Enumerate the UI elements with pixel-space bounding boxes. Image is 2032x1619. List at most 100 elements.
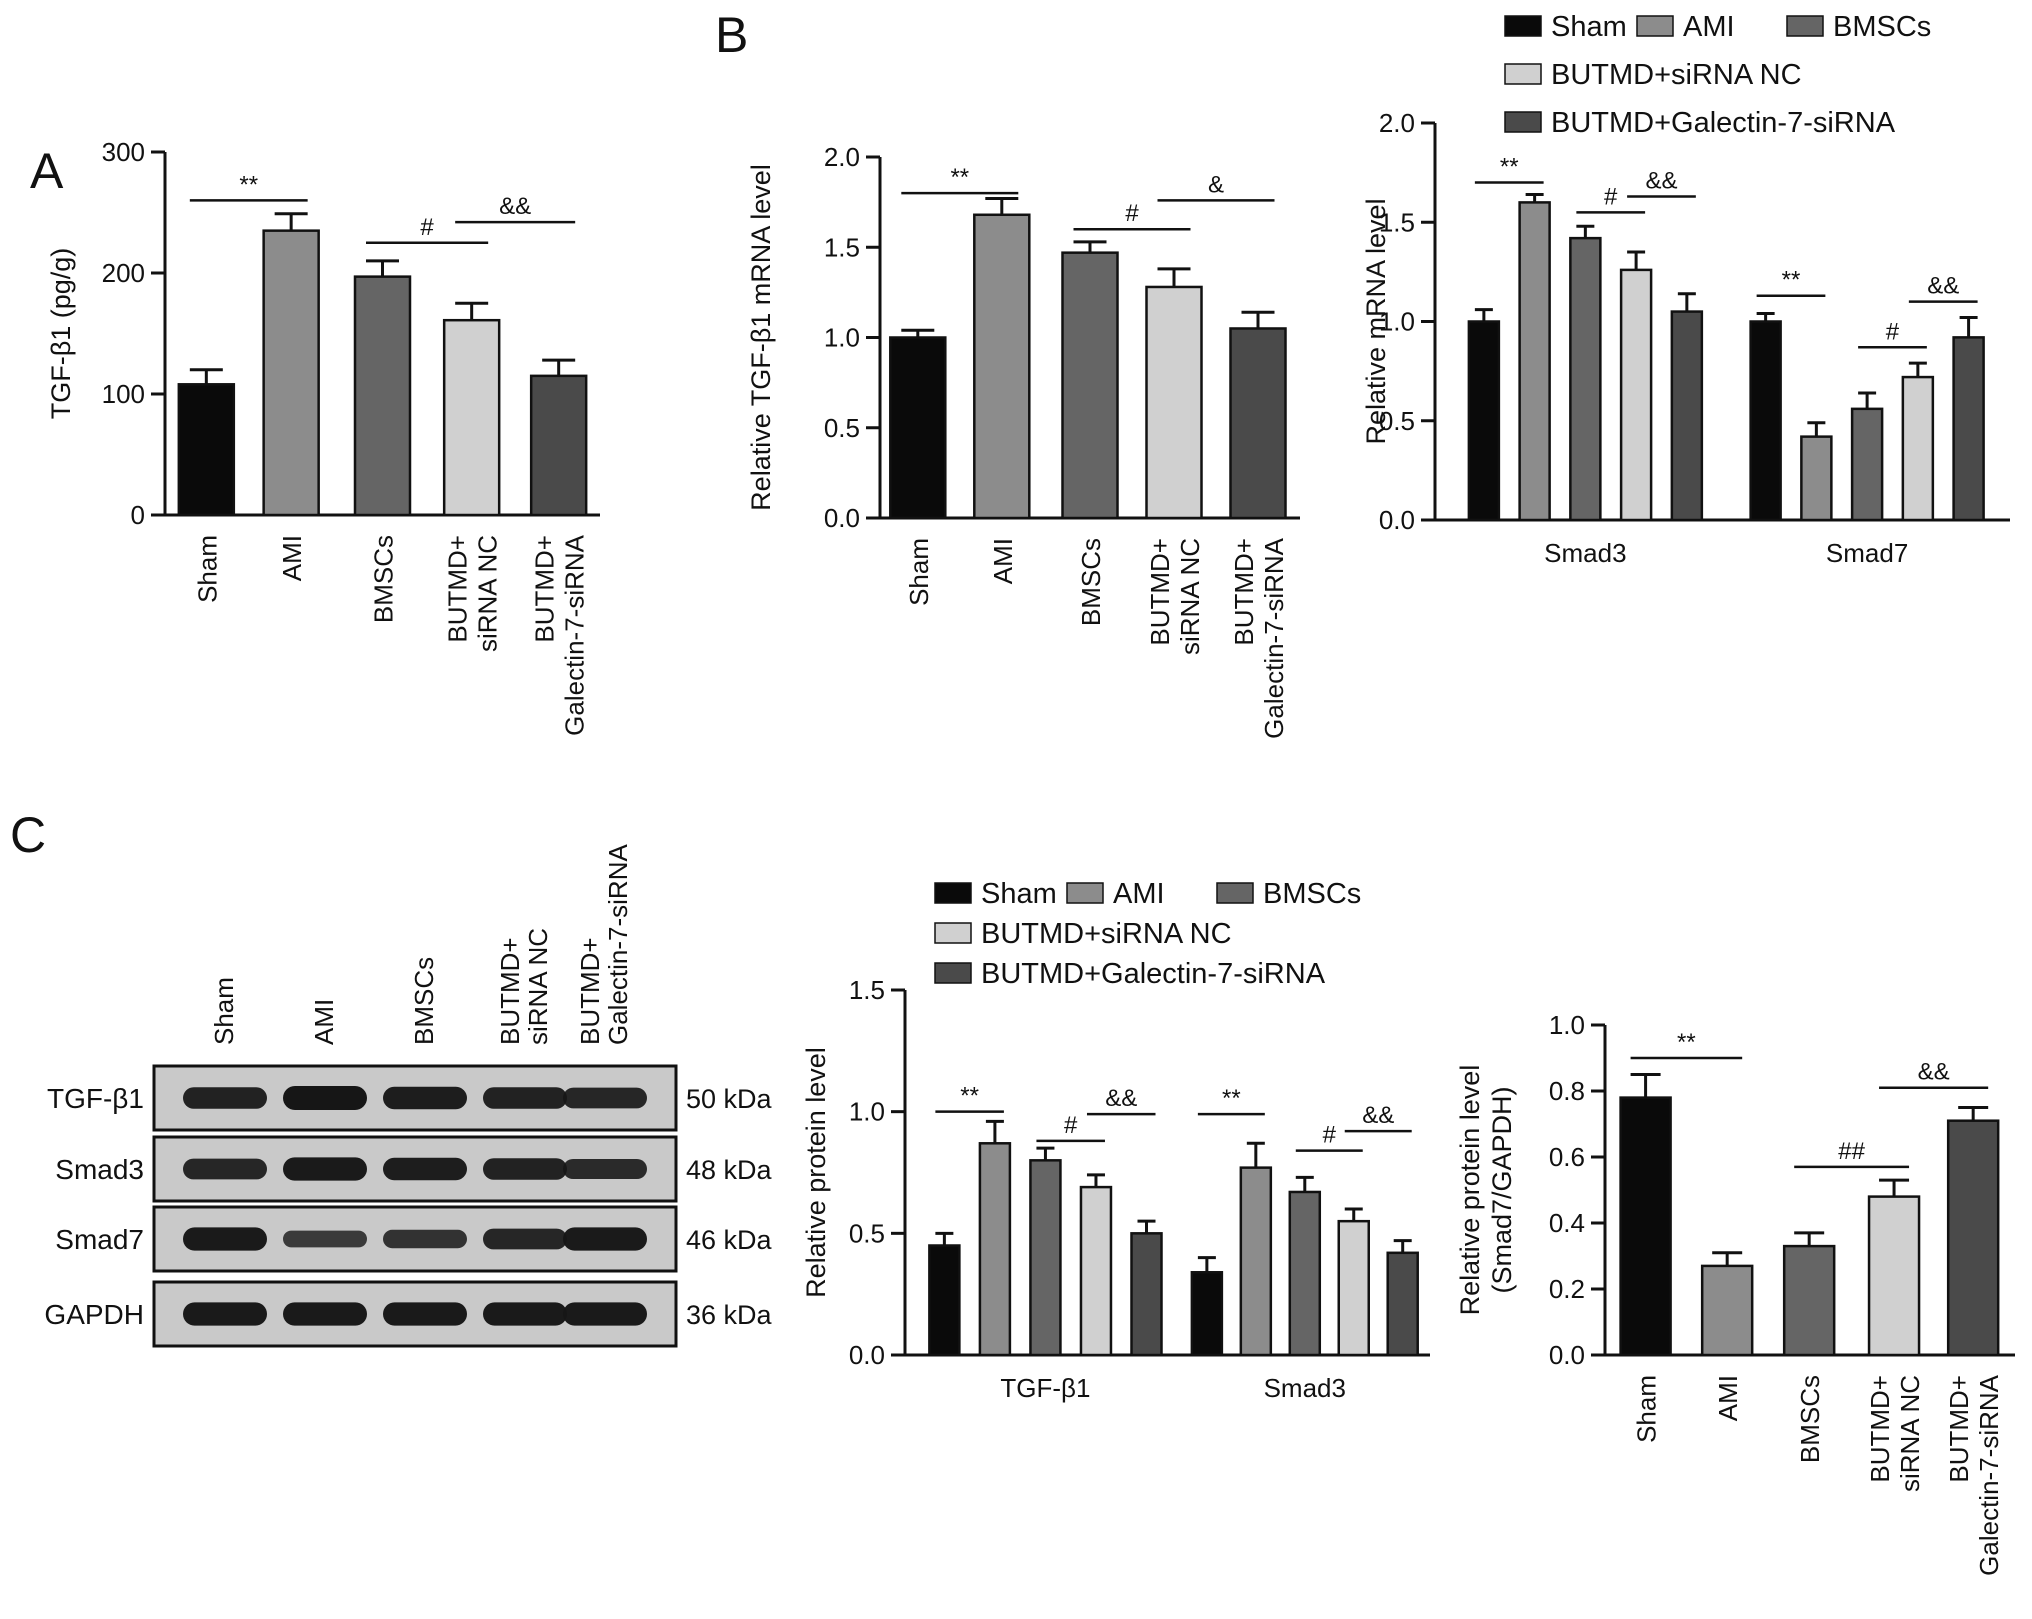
legend-c: Sham AMI BMSCs BUTMD+siRNA NC BUTMD+Galectin… xyxy=(934,878,1361,990)
y-tick-label: 0.8 xyxy=(1549,1076,1585,1106)
significance-label: && xyxy=(1362,1102,1394,1129)
significance-label: ** xyxy=(239,171,258,198)
bar xyxy=(1782,1244,1836,1357)
y-tick-label: 1.0 xyxy=(1379,307,1415,337)
y-tick-label: 1.0 xyxy=(1549,1010,1585,1040)
legend-label: AMI xyxy=(1113,878,1165,910)
significance-label: # xyxy=(1323,1122,1337,1149)
significance-label: ** xyxy=(1677,1029,1696,1056)
blot-band xyxy=(383,1302,467,1326)
chart-c1: 0.0 0.5 1.0 1.5 Relative protein level TGF-β1… xyxy=(801,975,1430,1403)
x-category-label: BUTMD+siRNA NC xyxy=(443,535,503,652)
bar xyxy=(1749,320,1782,522)
bar xyxy=(1337,1219,1370,1357)
significance-label: # xyxy=(420,214,434,241)
bar xyxy=(1386,1251,1419,1357)
significance-label: # xyxy=(1886,318,1900,345)
y-tick-label: 0.5 xyxy=(1379,406,1415,436)
legend-label: BMSCs xyxy=(1833,11,1931,43)
blot-band xyxy=(483,1087,567,1109)
bar xyxy=(1288,1190,1322,1357)
blot-protein-label: GAPDH xyxy=(44,1299,144,1330)
blot-band xyxy=(563,1302,647,1326)
bar xyxy=(889,336,947,520)
blot-row-tgf1: TGF-β1 50 kDa xyxy=(47,1064,773,1132)
chart-a: 0 100 200 300 TGF-β1 (pg/g) Sham AMI BMSCs BUTMD… xyxy=(46,137,600,736)
chart-c2: 0.0 0.2 0.4 0.6 0.8 1.0 Relative protein level… xyxy=(1455,1010,2015,1576)
y-axis-label: Relative protein level xyxy=(801,1047,831,1298)
blot-band xyxy=(383,1086,467,1110)
x-category-label: BUTMD+siRNA NC xyxy=(1145,538,1205,655)
blot-kda-label: 36 kDa xyxy=(686,1300,773,1330)
bar xyxy=(1569,236,1602,522)
legend-b: Sham AMI BMSCs BUTMD+siRNA NC BUTMD+Galectin… xyxy=(1504,11,1931,139)
western-blot: Sham AMI BMSCs BUTMD+siRNA NC BUTMD+Galectin… xyxy=(44,844,773,1348)
bar xyxy=(442,318,501,517)
panel-letter-b: B xyxy=(715,7,748,63)
legend-swatch xyxy=(934,922,972,944)
bar xyxy=(1800,435,1833,522)
x-category-label: BMSCs xyxy=(1076,538,1106,626)
x-category-label: TGF-β1 xyxy=(1000,1373,1090,1403)
legend-label: BUTMD+Galectin-7-siRNA xyxy=(981,958,1326,990)
blot-band xyxy=(563,1227,647,1251)
y-axis-label: Relative mRNA level xyxy=(1361,198,1391,444)
significance-label: ** xyxy=(1222,1085,1241,1112)
chart-b2: 0.0 0.5 1.0 1.5 2.0 Relative mRNA level Smad3 S… xyxy=(1361,108,2010,568)
blot-band xyxy=(283,1086,367,1110)
y-tick-label: 2.0 xyxy=(824,142,860,172)
blot-lane-label: Sham xyxy=(209,977,239,1045)
legend-swatch xyxy=(1504,111,1542,133)
bar xyxy=(1061,251,1119,520)
y-axis-label: Relative protein level(Smad7/GAPDH) xyxy=(1455,1065,1517,1316)
blot-band xyxy=(283,1157,367,1181)
y-tick-label: 0.0 xyxy=(849,1340,885,1370)
blot-band xyxy=(183,1302,267,1326)
bar xyxy=(1190,1271,1224,1357)
legend-swatch xyxy=(1066,882,1104,904)
blot-band xyxy=(283,1302,367,1326)
blot-lane-label: BMSCs xyxy=(409,957,439,1045)
blot-kda-label: 48 kDa xyxy=(686,1155,773,1185)
y-tick-label: 0.5 xyxy=(849,1218,885,1248)
y-tick-label: 300 xyxy=(102,137,145,167)
bar xyxy=(1901,375,1935,522)
blot-protein-label: Smad3 xyxy=(55,1154,144,1185)
blot-row-smad3: Smad3 48 kDa xyxy=(55,1135,773,1203)
x-category-label: Smad3 xyxy=(1544,538,1626,568)
bar xyxy=(1952,336,1985,522)
blot-band xyxy=(183,1158,267,1180)
legend-swatch xyxy=(1216,882,1254,904)
bar xyxy=(1619,268,1653,522)
bar xyxy=(353,275,412,517)
blot-band xyxy=(183,1227,267,1251)
panel-letter-a: A xyxy=(30,143,64,199)
bar xyxy=(1130,1232,1163,1357)
blot-band xyxy=(383,1157,467,1181)
chart-b1: 0.0 0.5 1.0 1.5 2.0 Relative TGF-β1 mRNA leve… xyxy=(746,142,1300,739)
blot-band xyxy=(283,1230,367,1248)
bar xyxy=(177,383,236,517)
significance-label: ** xyxy=(960,1083,979,1110)
bar xyxy=(1670,310,1704,522)
y-tick-label: 1.0 xyxy=(849,1097,885,1127)
bar xyxy=(1867,1195,1921,1357)
bar xyxy=(1700,1264,1754,1357)
legend-label: Sham xyxy=(1551,11,1627,43)
blot-lane-label: BUTMD+Galectin-7-siRNA xyxy=(575,844,633,1045)
blot-protein-label: TGF-β1 xyxy=(47,1083,144,1114)
y-tick-label: 0.6 xyxy=(1549,1142,1585,1172)
x-category-label: Sham xyxy=(1632,1375,1662,1443)
legend-swatch xyxy=(1636,15,1674,37)
bar xyxy=(262,229,320,517)
blot-band xyxy=(563,1159,647,1179)
y-tick-label: 0.4 xyxy=(1549,1208,1585,1238)
blot-lane-label: BUTMD+siRNA NC xyxy=(495,928,553,1045)
legend-label: BUTMD+siRNA NC xyxy=(1551,59,1802,91)
bar xyxy=(1946,1119,2000,1357)
legend-label: BMSCs xyxy=(1263,878,1361,910)
y-tick-label: 1.5 xyxy=(1379,207,1415,237)
y-tick-label: 100 xyxy=(102,379,145,409)
significance-label: & xyxy=(1208,171,1224,198)
